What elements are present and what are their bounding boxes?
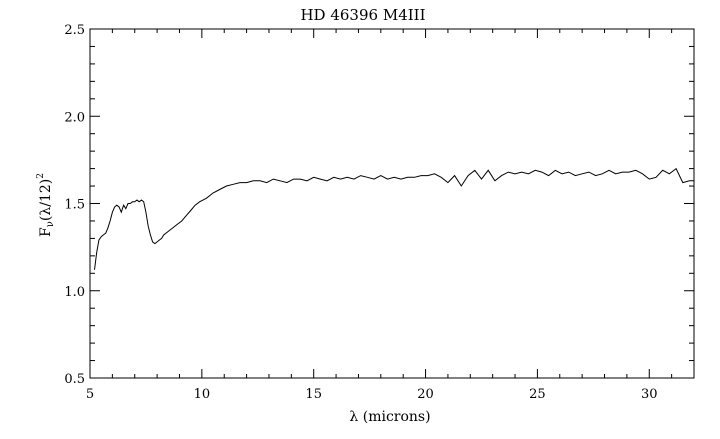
- x-tick-label: 20: [417, 387, 434, 402]
- y-tick-label: 1.5: [64, 198, 85, 213]
- x-tick-label: 5: [86, 387, 94, 402]
- x-axis-label: λ (microns): [349, 409, 430, 425]
- y-tick-label: 2.5: [64, 23, 85, 38]
- y-tick-label: 0.5: [64, 372, 85, 387]
- y-tick-label: 2.0: [64, 110, 85, 125]
- y-axis-label-main: F: [38, 227, 54, 237]
- y-axis-label-rest: (λ/12): [38, 179, 54, 221]
- series-line-group: [94, 167, 694, 270]
- y-axis-label: Fν(λ/12)2: [36, 173, 56, 237]
- chart-title: HD 46396 M4III: [300, 6, 425, 24]
- plot-frame: [89, 28, 695, 379]
- x-tick-label: 10: [194, 387, 211, 402]
- y-axis-label-sup: 2: [36, 173, 46, 179]
- x-tick-label: 30: [641, 387, 658, 402]
- x-axis: 5 10 15 20 25 30: [86, 29, 695, 402]
- y-axis-label-sub: ν: [45, 221, 56, 227]
- x-tick-label: 25: [529, 387, 546, 402]
- x-tick-label: 15: [305, 387, 322, 402]
- series-line: [94, 167, 694, 270]
- y-axis: 0.5 1.0 1.5 2.0 2.5: [64, 23, 694, 387]
- y-tick-label: 1.0: [64, 285, 85, 300]
